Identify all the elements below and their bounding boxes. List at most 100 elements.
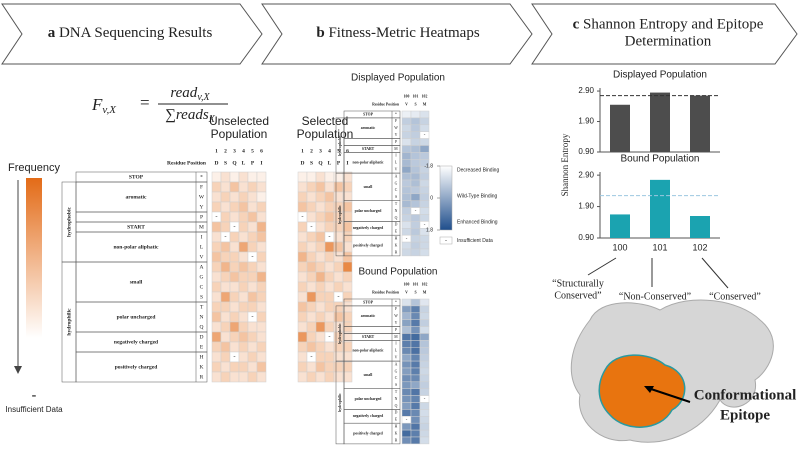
residue-letter: F [395,119,397,123]
eq-sub: v,X [197,92,210,103]
residue-letter: I [395,154,397,158]
heatmap-cell [306,291,317,303]
heatmap-cell [333,301,344,313]
header-chevron [1,3,263,65]
heatmap-cell [238,201,249,213]
heatmap-cell [419,422,430,431]
position-label: 6 [346,148,349,154]
heatmap-cell [419,145,430,153]
colorbar-label: 0 [430,195,433,201]
heatmap-cell [256,181,267,193]
insufficient-symbol: - [251,313,253,320]
heatmap-cell [211,301,222,313]
heatmap-cell [211,191,222,203]
heatmap-cell [324,371,335,383]
heatmap-cell [315,221,326,233]
heatmap-cell [333,231,344,243]
heatmap-cell [342,321,353,333]
heatmap-cell [401,214,412,222]
heatmap-cell [247,291,258,303]
heatmap-cell [410,248,421,257]
heatmap-cell [419,367,430,376]
heatmap-cell [315,191,326,203]
group-label: positively charged [115,364,158,370]
position-label: 101 [413,282,419,286]
class-label: hydrophobic [338,323,342,344]
chart-title: Displayed Population [613,70,707,81]
residue-letter: P [395,328,397,332]
residue-letter: D [395,223,398,227]
heatmap-cell [211,241,222,253]
residue-letter: S [395,195,397,199]
heatmap-cell [410,214,421,222]
group-label: negatively charged [353,226,384,230]
position-label: 5 [251,148,254,154]
heatmap-cell [256,291,267,303]
eq-sub: X [208,114,216,125]
heatmap-cell [256,171,267,183]
heatmap-cell [238,291,249,303]
heatmap-cell [333,281,344,293]
heatmap-cell [419,429,430,438]
heatmap-cell [410,319,421,327]
group-label: small [130,279,143,285]
heatmap-cell [333,271,344,283]
wild-type-label: I [260,160,262,166]
heatmap-cell [247,231,258,243]
position-label: 100 [404,282,410,286]
heatmap-cell [229,371,240,383]
heatmap-cell [419,436,430,445]
class-label: hydrophilic [338,205,342,224]
panel-title-text: Shannon Entropy and Epitope [583,17,764,33]
residue-letter: W [199,194,205,200]
colorbar [439,165,453,231]
residue-letter: G [200,274,204,280]
residue-letter: S [395,383,397,387]
heatmap-cell [401,248,412,257]
wild-type-label: V [405,103,408,107]
chart-title: Bound Population [621,154,700,165]
heatmap-cell [410,333,421,341]
heatmap-cell [401,319,412,327]
heatmap-cell [220,201,231,213]
heatmap-cell [419,193,430,201]
panel-title: a DNA Sequencing Results [48,25,213,41]
heatmap-cell [297,261,308,273]
heatmap-cell [306,361,317,373]
panel-letter: c [573,17,580,33]
heatmap-cell [247,351,258,363]
heatmap-cell [419,248,430,257]
panel-title: Determination [625,34,712,50]
panel-title-text: Fitness-Metric Heatmaps [328,25,479,41]
heatmap-cell [333,241,344,253]
heatmap-cell [297,181,308,193]
residue-letter: N [200,314,204,320]
equation-num: readv,X [170,85,210,103]
epitope-label: Epitope [720,407,770,423]
heatmap-cell [211,291,222,303]
heatmap-cell [220,341,231,353]
group-label: START [362,147,375,151]
heatmap-cell [211,331,222,343]
heatmap-cell [401,145,412,153]
heatmap-cell [256,361,267,373]
heatmap-cell [401,200,412,208]
heatmap-cell [247,201,258,213]
panel-title-text: Determination [625,34,712,50]
heatmap-cell [211,261,222,273]
heatmap-cell [315,171,326,183]
heatmap-cell [306,181,317,193]
residue-letter: I [395,342,397,346]
table-cell [335,172,345,257]
heatmap-cell [229,251,240,263]
residue-position-header: Residue Position [372,291,400,295]
heatmap-cell [220,321,231,333]
epitope-label: Conformational [694,387,797,403]
group-label: START [362,335,375,339]
wild-type-label: M [423,291,427,295]
heatmap-cell [220,291,231,303]
pointer [587,257,617,276]
bar [650,179,670,238]
heatmap-cell [401,221,412,229]
heatmap-cell [247,221,258,233]
